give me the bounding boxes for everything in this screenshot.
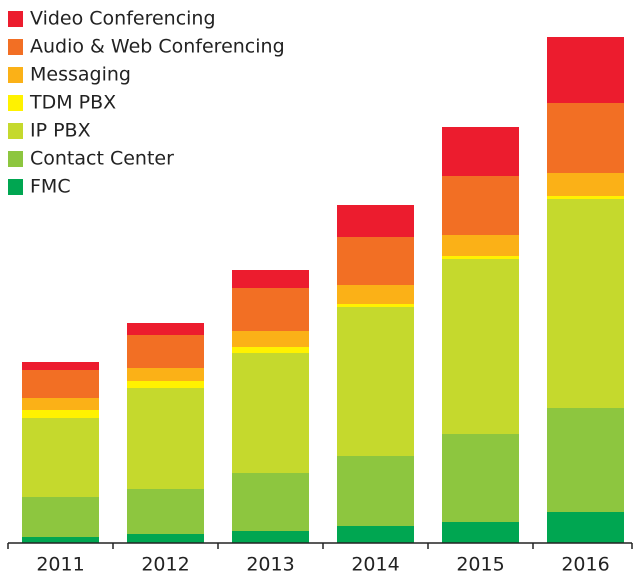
bar-segment <box>232 347 309 353</box>
bar-segment <box>22 410 99 418</box>
bar-segment <box>442 522 519 543</box>
bar-segment <box>22 362 99 370</box>
bar-segment <box>547 37 624 103</box>
bar-segment <box>127 388 204 489</box>
legend-swatch <box>8 67 23 83</box>
bar-segment <box>442 176 519 235</box>
legend-swatch <box>8 151 23 167</box>
bar-segment <box>547 408 624 512</box>
legend-swatch <box>8 11 23 27</box>
bar-segment <box>547 199 624 408</box>
bar-segment <box>22 537 99 543</box>
bar-segment <box>22 418 99 497</box>
bar-segment <box>337 237 414 285</box>
legend-swatch <box>8 95 23 111</box>
legend-swatch <box>8 39 23 55</box>
legend-label: FMC <box>30 176 71 198</box>
bar-segment <box>127 323 204 335</box>
bar-segment <box>547 512 624 543</box>
bar-segment <box>337 285 414 304</box>
bar-segment <box>337 205 414 237</box>
x-tick-label: 2013 <box>246 554 294 576</box>
bar-segment <box>232 531 309 543</box>
bar-segment <box>22 370 99 398</box>
bar-segment <box>232 473 309 531</box>
bar-segment <box>127 381 204 388</box>
x-tick-label: 2014 <box>351 554 399 576</box>
bar-segment <box>442 256 519 259</box>
bar-segment <box>442 434 519 522</box>
bar-segment <box>337 307 414 456</box>
bar-segment <box>127 335 204 368</box>
x-tick-label: 2011 <box>36 554 84 576</box>
bar-segment <box>22 497 99 537</box>
x-tick-label: 2016 <box>561 554 609 576</box>
bar-segment <box>232 331 309 347</box>
legend-label: TDM PBX <box>29 92 116 114</box>
bar-segment <box>232 288 309 331</box>
legend-label: IP PBX <box>30 120 91 142</box>
bar-segment <box>337 526 414 543</box>
bar-segment <box>127 534 204 543</box>
legend-swatch <box>8 179 23 195</box>
bar-segment <box>127 489 204 534</box>
x-tick-label: 2012 <box>141 554 189 576</box>
bar-segment <box>442 127 519 176</box>
bar-segment <box>232 353 309 473</box>
bar-segment <box>547 103 624 173</box>
bar-segment <box>547 173 624 196</box>
bar-segment <box>232 270 309 288</box>
legend-swatch <box>8 123 23 139</box>
bar-segment <box>547 196 624 199</box>
bar-segment <box>127 368 204 381</box>
bar-segment <box>442 235 519 256</box>
legend-label: Messaging <box>30 64 131 86</box>
bar-segment <box>442 259 519 434</box>
bar-segment <box>22 398 99 410</box>
bar-segment <box>337 456 414 526</box>
legend-label: Video Conferencing <box>30 8 216 30</box>
bar-segment <box>337 304 414 307</box>
legend-label: Audio & Web Conferencing <box>30 36 285 58</box>
x-tick-label: 2015 <box>456 554 504 576</box>
legend-label: Contact Center <box>30 148 174 170</box>
